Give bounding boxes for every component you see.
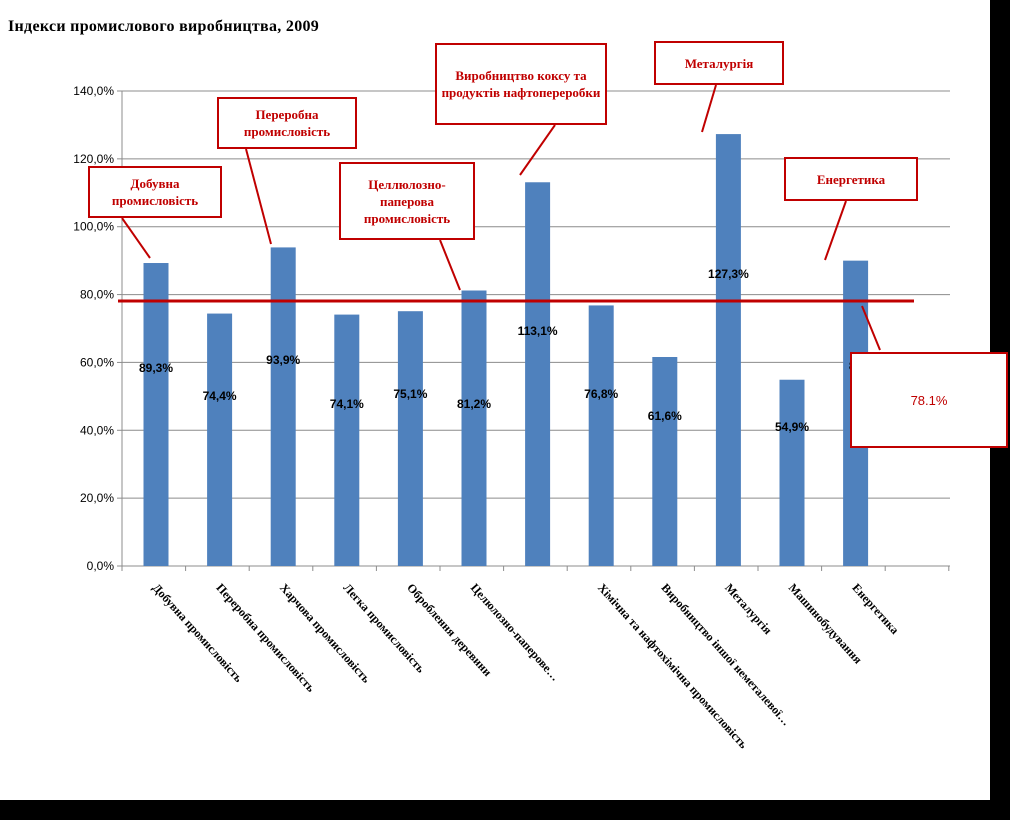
leader-line [245, 148, 272, 245]
bar [270, 247, 296, 567]
bar [397, 311, 423, 566]
y-tick-label: 140,0% [73, 84, 114, 98]
y-tick-labels: 0,0% 20,0% 40,0% 60,0% 80,0% 100,0% 120,0% 140,… [73, 84, 114, 573]
category-label: Енергетика [849, 581, 902, 637]
bar [334, 314, 360, 566]
callout-leaders [121, 84, 881, 351]
data-labels: 89,3% 74,4% 93,9% 74,1% 75,1% 81,2% 113,1% 76,8… [139, 267, 863, 434]
y-tick-label: 100,0% [73, 220, 114, 234]
leader-line [439, 239, 461, 291]
y-tick-label: 60,0% [80, 355, 114, 369]
callout-processing: Переробна промисловість [217, 97, 357, 149]
leader-line [701, 84, 717, 133]
data-label: 74,1% [330, 397, 364, 411]
callout-metallurgy: Металургія [654, 41, 784, 85]
data-label: 74,4% [203, 389, 237, 403]
data-label: 76,8% [584, 387, 618, 401]
bar [652, 357, 678, 566]
bar [207, 313, 233, 566]
bar [461, 290, 487, 566]
data-label: 113,1% [518, 324, 558, 338]
bar [143, 263, 169, 566]
y-tick-label: 40,0% [80, 423, 114, 437]
callout-energy: Енергетика [784, 157, 918, 201]
data-label: 93,9% [266, 353, 300, 367]
data-label: 89,3% [139, 361, 173, 375]
bars [143, 134, 869, 567]
data-label: 54,9% [775, 420, 809, 434]
callout-pulp-paper: Целлюлозно-паперова промисловість [339, 162, 475, 240]
y-tick-label: 80,0% [80, 288, 114, 302]
bar-chart: 0,0% 20,0% 40,0% 60,0% 80,0% 100,0% 120,0% 140,… [73, 84, 950, 752]
data-label: 81,2% [457, 397, 491, 411]
chart-title: Індекси промислового виробництва, 2009 [8, 18, 320, 35]
leader-line [519, 124, 556, 176]
callout-mining: Добувна промисловість [88, 166, 222, 218]
average-value-box: 78.1% [850, 352, 1008, 448]
category-label: Виробництво іншої неметалевої… [659, 581, 794, 729]
data-label: 127,3% [708, 267, 749, 281]
data-label: 75,1% [393, 387, 427, 401]
bar [779, 379, 805, 566]
data-label: 61,6% [648, 409, 682, 423]
y-tick-label: 0,0% [87, 559, 115, 573]
y-tick-label: 20,0% [80, 491, 114, 505]
chart-panel: Індекси промислового виробництва, 2009 0… [0, 0, 990, 800]
bar [588, 305, 614, 566]
leader-line [121, 217, 151, 259]
callout-coke: Виробництво коксу та продуктів нафтопере… [435, 43, 607, 125]
category-label: Металургія [722, 581, 775, 638]
leader-line [824, 200, 847, 261]
bar [525, 182, 551, 566]
y-tick-label: 120,0% [73, 152, 114, 166]
leader-line [861, 305, 881, 351]
bar [715, 134, 741, 566]
